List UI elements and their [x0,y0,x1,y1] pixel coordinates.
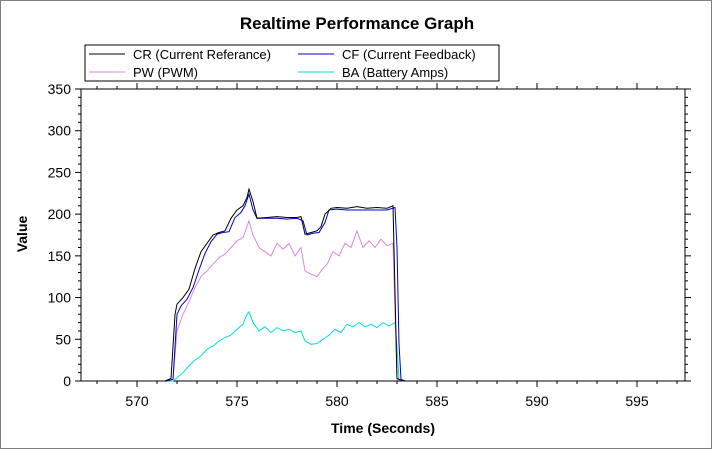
legend: CR (Current Referance) CF (Current Feedba… [84,44,500,82]
x-tick-label: 580 [325,393,349,409]
y-tick-label: 200 [48,206,72,222]
y-axis-label: Value [14,216,30,253]
y-tick-label: 250 [48,164,72,180]
x-axis-label: Time (Seconds) [331,420,435,436]
legend-label-cf: CF (Current Feedback) [342,47,476,62]
legend-label-pw: PW (PWM) [133,65,198,80]
x-tick-label: 585 [425,393,449,409]
y-axis: 0 50 100 150 200 250 300 350 [48,81,691,389]
x-tick-label: 590 [525,393,549,409]
legend-box [84,44,500,82]
plot-area [80,88,686,382]
x-tick-label: 595 [625,393,649,409]
series-line-pw [87,219,587,382]
y-tick-label: 100 [48,290,72,306]
y-tick-label: 350 [48,81,72,97]
x-tick-label: 570 [125,393,149,409]
chart-title: Realtime Performance Graph [240,14,474,33]
y-tick-label: 150 [48,248,72,264]
legend-label-ba: BA (Battery Amps) [342,65,448,80]
series-lines [87,187,587,382]
series-line-ba [87,310,587,382]
x-tick-label: 575 [225,393,249,409]
legend-label-cr: CR (Current Referance) [133,47,271,62]
x-axis: 570 575 580 585 590 595 [96,83,678,409]
series-line-cf [87,192,587,382]
legend-items: CR (Current Referance) CF (Current Feedba… [89,47,476,80]
y-tick-label: 50 [55,331,71,347]
y-tick-label: 0 [63,373,71,389]
series-line-cr [87,187,587,382]
y-tick-label: 300 [48,123,72,139]
